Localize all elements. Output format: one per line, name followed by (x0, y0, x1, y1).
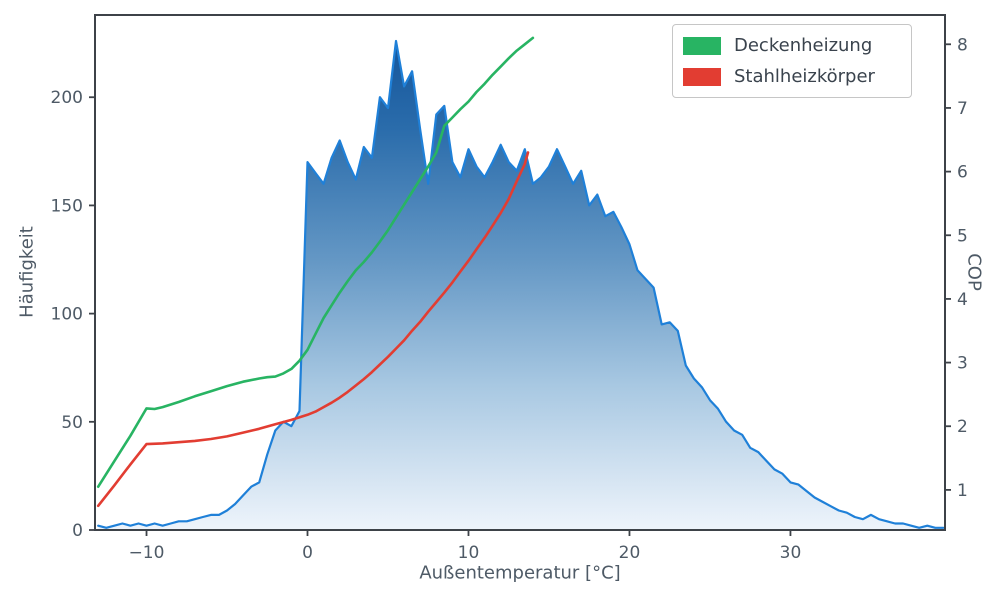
y-tick-label-left: 0 (72, 521, 83, 541)
legend-swatch-green (683, 36, 721, 55)
x-tick-label: 30 (780, 543, 802, 563)
histogram-outline (97, 39, 945, 529)
legend: Deckenheizung Stahlheizkörper (672, 24, 912, 98)
y-tick-label-right: 8 (957, 35, 968, 55)
y-axis-label-right: COP (963, 253, 985, 291)
legend-label-deckenheizung: Deckenheizung (734, 35, 873, 56)
legend-label-stahlheizkoerper: Stahlheizkörper (734, 66, 875, 87)
y-tick-label-left: 50 (61, 413, 83, 433)
x-tick-label: 10 (458, 543, 480, 563)
x-tick-label: 20 (619, 543, 641, 563)
y-tick-label-right: 7 (957, 99, 968, 119)
legend-item-deckenheizung: Deckenheizung (683, 35, 895, 56)
y-tick-label-left: 150 (51, 196, 83, 216)
y-tick-label-right: 5 (957, 226, 968, 246)
y-tick-label-right: 6 (957, 163, 968, 183)
y-tick-label-left: 200 (51, 88, 83, 108)
y-tick-label-right: 3 (957, 354, 968, 374)
series-line-1 (96, 151, 530, 508)
series-line-0 (96, 36, 535, 489)
y-axis-label-left: Häufigkeit (16, 226, 38, 318)
y-tick-label-right: 2 (957, 417, 968, 437)
histogram-area (98, 41, 944, 530)
y-tick-label-right: 4 (957, 290, 968, 310)
y-tick-label-left: 100 (51, 305, 83, 325)
plot-spines (94, 14, 946, 531)
legend-swatch-red (683, 67, 721, 86)
x-axis-label: Außentemperatur [°C] (419, 562, 621, 584)
y-tick-label-right: 1 (957, 481, 968, 501)
legend-item-stahlheizkoerper: Stahlheizkörper (683, 66, 895, 87)
x-tick-label: −10 (129, 543, 165, 563)
x-tick-label: 0 (302, 543, 313, 563)
